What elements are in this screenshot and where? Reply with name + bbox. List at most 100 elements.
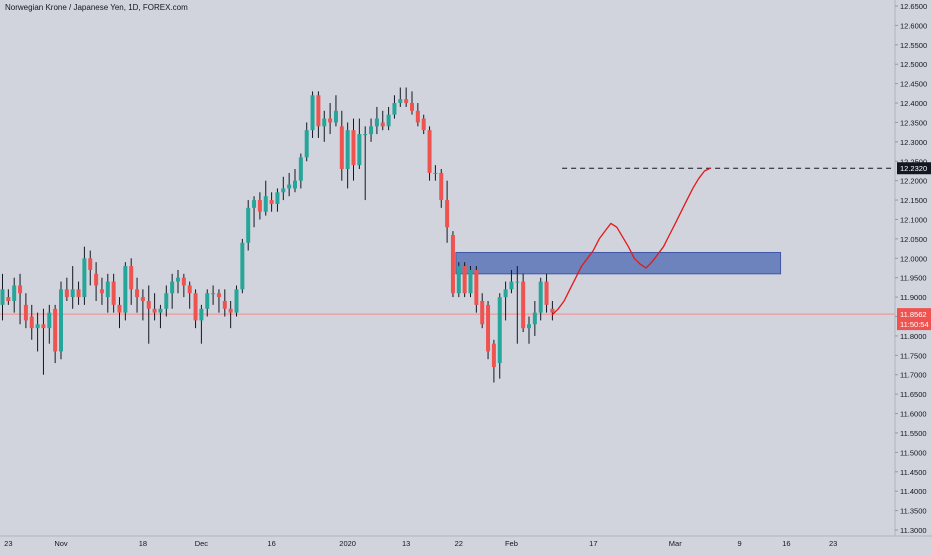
candle[interactable] [216,289,221,313]
candle[interactable] [538,277,543,321]
candle[interactable] [146,285,151,344]
candle[interactable] [70,266,75,309]
candle[interactable] [94,262,99,301]
candle[interactable] [480,293,485,329]
candle[interactable] [222,289,227,317]
candle[interactable] [193,289,198,329]
candle[interactable] [333,95,338,127]
candle[interactable] [53,304,58,364]
demand-zone-rect[interactable] [455,251,782,275]
candle[interactable] [298,153,303,189]
candle[interactable] [35,312,40,352]
candle[interactable] [88,250,93,286]
candle[interactable] [310,91,315,138]
candle[interactable] [462,262,467,298]
candle[interactable] [544,273,549,313]
candle[interactable] [410,91,414,115]
candle[interactable] [269,192,274,212]
candle[interactable] [468,266,473,298]
candle[interactable] [252,196,257,228]
candle[interactable] [380,110,385,131]
candle[interactable] [351,118,356,181]
candle[interactable] [550,300,555,321]
candle[interactable] [164,285,169,317]
candle[interactable] [339,110,344,181]
projection-path[interactable] [551,167,711,316]
candle[interactable] [59,281,63,360]
candle[interactable] [0,273,5,321]
candle[interactable] [41,308,46,375]
candle[interactable] [275,188,280,212]
candle[interactable] [392,95,397,119]
candle[interactable] [123,262,128,321]
candle[interactable] [170,273,175,309]
candle[interactable] [257,192,262,220]
candle[interactable] [427,126,432,181]
candle[interactable] [456,262,461,298]
candle[interactable] [211,285,216,305]
candle[interactable] [246,200,251,251]
candle[interactable] [234,285,239,317]
candle[interactable] [105,273,110,313]
candle[interactable] [386,106,391,131]
candle[interactable] [527,316,531,344]
candle[interactable] [415,103,420,127]
candle[interactable] [503,281,508,321]
candle[interactable] [176,269,180,294]
candle[interactable] [187,281,192,309]
candle[interactable] [240,238,245,294]
candle[interactable] [6,289,11,305]
candle[interactable] [433,165,438,181]
candle[interactable] [515,266,520,344]
candle[interactable] [445,180,450,243]
candle[interactable] [450,231,455,298]
candle[interactable] [47,304,52,344]
candle[interactable] [474,266,479,313]
candle[interactable] [404,87,409,107]
candle[interactable] [205,289,210,317]
candle[interactable] [281,176,286,201]
candle[interactable] [129,258,134,305]
candle[interactable] [521,273,526,333]
candle[interactable] [374,106,379,135]
candle[interactable] [316,91,321,138]
candle[interactable] [12,277,17,313]
candle[interactable] [486,300,491,360]
candle[interactable] [509,269,514,294]
candle[interactable] [532,300,537,336]
candle[interactable] [152,293,157,321]
candle[interactable] [293,169,297,193]
candle[interactable] [369,118,374,142]
candle[interactable] [135,277,140,313]
candle[interactable] [439,169,444,208]
candle[interactable] [199,304,204,344]
candle[interactable] [82,246,87,305]
candle[interactable] [140,289,145,321]
candle[interactable] [158,304,163,329]
candle[interactable] [23,293,28,329]
candle[interactable] [357,118,362,170]
candle[interactable] [64,277,69,301]
candle[interactable] [322,110,327,142]
candle[interactable] [491,339,496,383]
candle[interactable] [328,103,333,135]
candle[interactable] [29,304,34,340]
candle[interactable] [76,281,81,305]
candle[interactable] [497,293,502,379]
candle[interactable] [181,273,186,298]
candle[interactable] [287,172,292,197]
candle[interactable] [345,122,350,189]
candle[interactable] [304,122,309,162]
candle[interactable] [363,126,368,201]
candle[interactable] [263,180,268,216]
candle[interactable] [99,277,104,305]
candle[interactable] [117,297,122,329]
candle[interactable] [421,114,426,135]
candle[interactable] [111,273,116,313]
x-tick-label: 13 [402,539,410,548]
candle[interactable] [18,273,23,325]
candle[interactable] [398,87,403,107]
candle[interactable] [228,300,233,329]
